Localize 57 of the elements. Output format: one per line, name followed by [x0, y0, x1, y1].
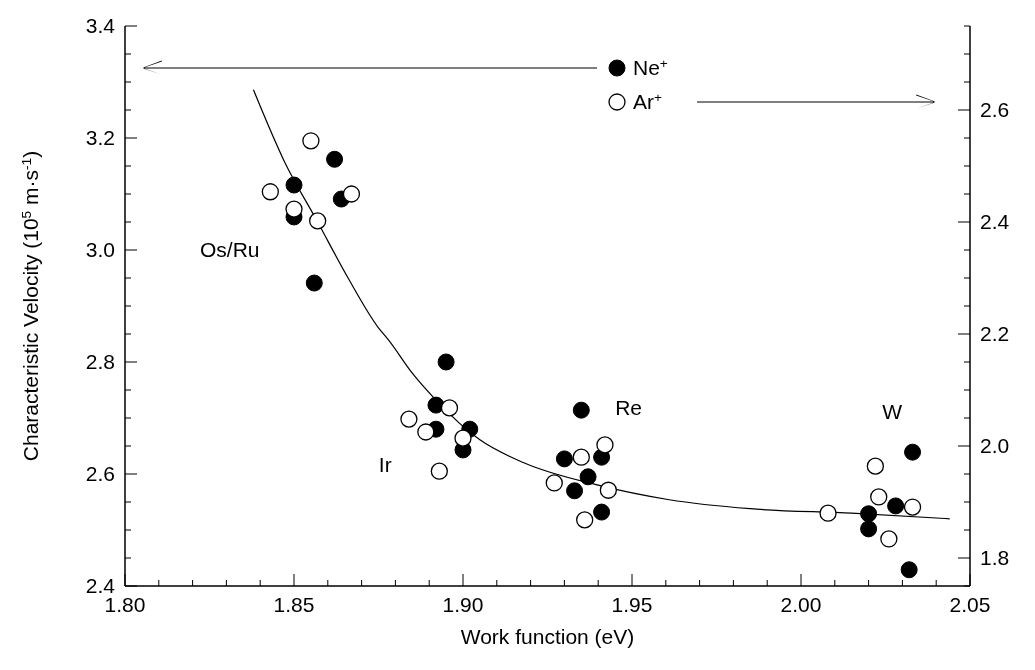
- point: [555, 450, 573, 468]
- y2-tick-label: 1.8: [980, 546, 1010, 569]
- annotation: W: [882, 400, 903, 424]
- point: [309, 212, 327, 230]
- point: [596, 436, 614, 454]
- y-tick-label: 2.6: [85, 462, 115, 485]
- point: [302, 132, 320, 150]
- x-tick-label: 2.05: [949, 593, 991, 616]
- y2-tick-label: 2.4: [980, 210, 1010, 233]
- point: [887, 497, 905, 515]
- legend-label: Ne$^{+}$: [633, 55, 668, 79]
- y-tick-label: 3.0: [85, 238, 115, 261]
- annotation: Os/Ru: [200, 238, 260, 261]
- point: [427, 396, 445, 414]
- point: [904, 443, 922, 461]
- y2-tick-label: 2.0: [980, 434, 1010, 457]
- point: [903, 498, 922, 516]
- point: [261, 183, 279, 201]
- point: [342, 185, 361, 203]
- point: [440, 399, 459, 417]
- y-tick-label: 3.4: [85, 14, 116, 37]
- point: [430, 462, 448, 480]
- point: [866, 457, 885, 475]
- point: [572, 401, 590, 419]
- point: [326, 150, 344, 168]
- x-tick-label: 2.00: [780, 593, 822, 616]
- point: [900, 561, 918, 579]
- point: [305, 274, 323, 292]
- point: [880, 530, 898, 548]
- point: [579, 468, 597, 486]
- point: [599, 481, 617, 499]
- point: [285, 176, 303, 194]
- point: [437, 353, 455, 371]
- point: [860, 505, 878, 523]
- legend-label: Ar$^{+}$: [633, 89, 662, 113]
- point: [545, 474, 563, 492]
- x-tick-label: 1.95: [611, 593, 653, 616]
- point: [870, 488, 888, 506]
- x-tick-label: 1.90: [442, 593, 484, 616]
- annotation: Re: [615, 395, 643, 419]
- point: [860, 520, 878, 538]
- point: [454, 429, 472, 447]
- point: [285, 200, 303, 218]
- point: [593, 503, 611, 521]
- y-tick-label: 2.8: [85, 350, 115, 373]
- point: [576, 511, 594, 529]
- y2-tick-label: 2.2: [980, 322, 1010, 345]
- point: [566, 482, 584, 500]
- point: [417, 423, 435, 441]
- y2-tick-label: 2.6: [980, 98, 1010, 121]
- y-tick-label: 3.2: [85, 126, 115, 149]
- point: [400, 410, 418, 428]
- x-axis-title: Work function (eV): [460, 625, 635, 648]
- point: [572, 448, 590, 466]
- annotation: Ir: [378, 453, 392, 477]
- x-tick-label: 1.85: [273, 593, 315, 616]
- point: [819, 504, 837, 522]
